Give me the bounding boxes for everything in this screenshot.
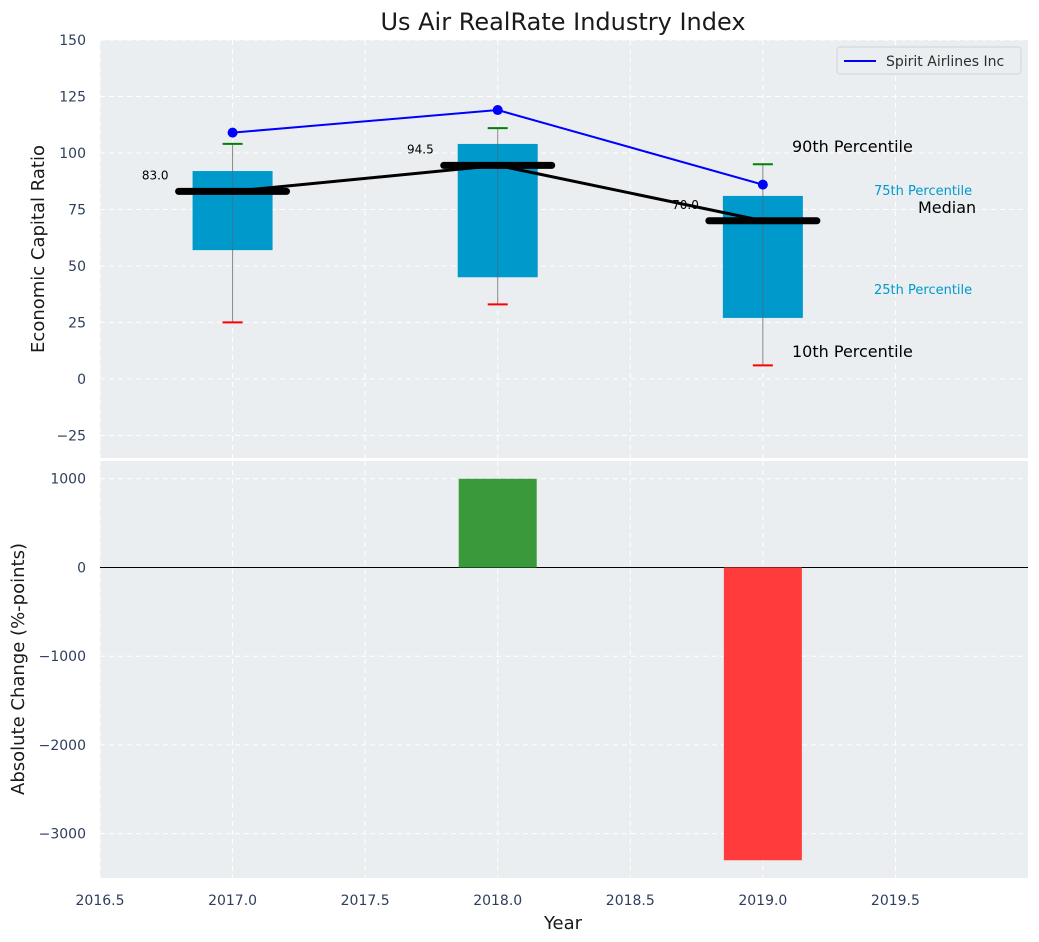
x-tick-label: 2018.0 <box>473 893 522 909</box>
x-tick-label: 2018.5 <box>606 893 655 909</box>
x-tick-label: 2017.0 <box>208 893 257 909</box>
y-tick-label: 1000 <box>50 472 86 488</box>
x-axis-label: Year <box>543 913 583 934</box>
y-tick-label: 125 <box>59 89 86 105</box>
bottom-y-axis-label: Absolute Change (%-points) <box>8 543 29 795</box>
median-value-label: 83.0 <box>142 168 169 182</box>
y-tick-label: 100 <box>59 146 86 162</box>
y-tick-label: −1000 <box>39 649 86 665</box>
annotation-p25: 25th Percentile <box>874 283 972 298</box>
annotation-median: Median <box>918 198 976 217</box>
spirit-airlines-point <box>492 105 503 116</box>
bottom-panel: −3000 −2000 −1000 0 1000 2016.5 2017.0 2017.5 20… <box>8 461 1028 934</box>
legend-frame <box>836 46 1022 75</box>
x-tick-label: 2019.5 <box>871 893 920 909</box>
y-tick-label: 25 <box>68 315 86 331</box>
y-tick-label: −3000 <box>39 827 86 843</box>
spirit-airlines-point <box>757 179 768 190</box>
y-tick-label: −2000 <box>39 738 86 754</box>
y-tick-label: −25 <box>56 428 86 444</box>
bottom-tick-labels: −3000 −2000 −1000 0 1000 2016.5 2017.0 2017.5 20… <box>39 472 920 909</box>
spirit-airlines-point <box>227 127 238 138</box>
x-tick-label: 2016.5 <box>76 893 125 909</box>
top-y-axis-label: Economic Capital Ratio <box>28 145 49 353</box>
top-tick-labels: −25 0 25 50 75 100 125 150 <box>56 33 86 444</box>
percentile-annotations: 90th Percentile 75th Percentile Median 2… <box>792 137 976 361</box>
median-trend-line <box>232 163 764 223</box>
legend: Spirit Airlines Inc <box>836 46 1022 75</box>
median-value-label: 94.5 <box>407 142 434 156</box>
annotation-p90: 90th Percentile <box>792 137 913 156</box>
y-tick-label: 150 <box>59 33 86 49</box>
chart-title: Us Air RealRate Industry Index <box>380 8 745 36</box>
x-tick-label: 2019.0 <box>738 893 787 909</box>
change-bar <box>458 478 537 568</box>
legend-label: Spirit Airlines Inc <box>886 54 1004 70</box>
y-tick-label: 75 <box>68 202 86 218</box>
change-bars <box>458 478 802 861</box>
bottom-plot-background <box>100 461 1028 878</box>
annotation-p75: 75th Percentile <box>874 184 972 199</box>
line-series <box>227 105 768 223</box>
x-tick-label: 2017.5 <box>341 893 390 909</box>
box-plots: 83.094.570.0 <box>142 127 821 367</box>
y-tick-label: 0 <box>77 372 86 388</box>
y-tick-label: 0 <box>77 560 86 576</box>
annotation-p10: 10th Percentile <box>792 342 913 361</box>
y-tick-label: 50 <box>68 259 86 275</box>
change-bar <box>723 567 802 861</box>
